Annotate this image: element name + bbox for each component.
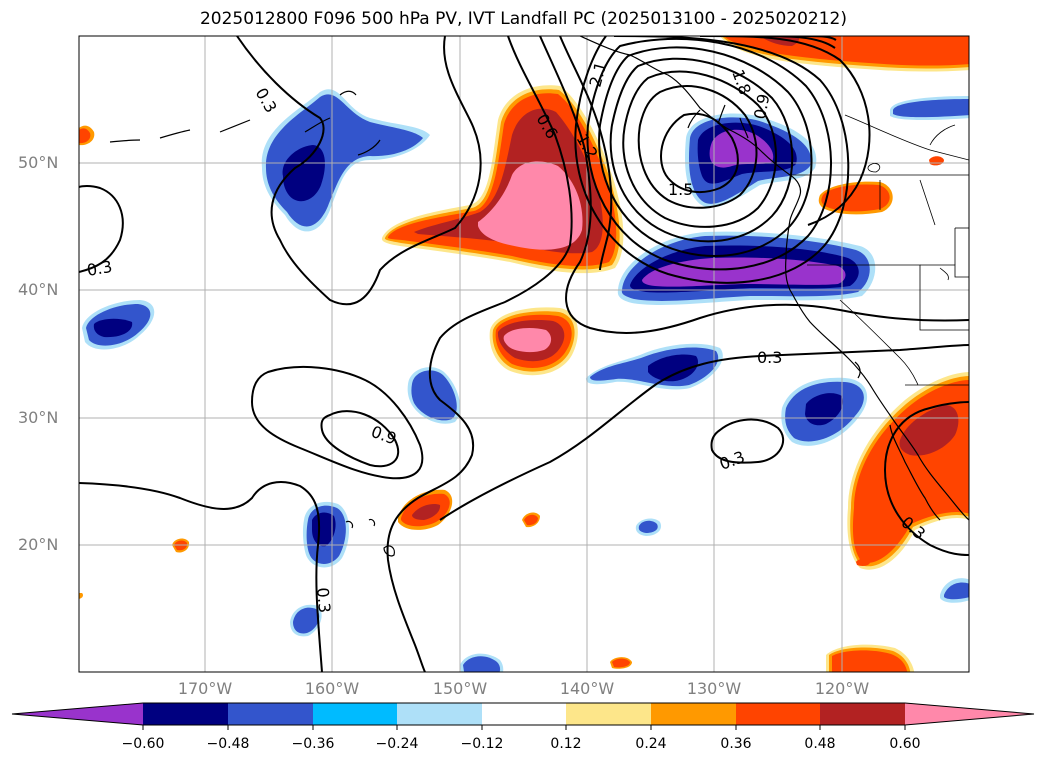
latitude-label: 30°N xyxy=(18,408,59,427)
gridlines xyxy=(79,36,969,672)
colorbar-segment xyxy=(397,703,482,725)
colorbar-tick-label: −0.36 xyxy=(291,736,335,752)
longitude-label: 160°W xyxy=(304,679,360,698)
contour-label: 0.3 xyxy=(757,348,782,367)
colorbar-tick-label: −0.12 xyxy=(460,736,504,752)
colorbar-tick-label: −0.24 xyxy=(375,736,419,752)
longitude-label: 120°W xyxy=(814,679,870,698)
latitude-label: 40°N xyxy=(18,280,59,299)
colorbar-segment xyxy=(651,703,736,725)
state-borders xyxy=(790,114,969,386)
latitude-label: 50°N xyxy=(18,153,59,172)
colorbar-extend-max xyxy=(905,703,1034,725)
colorbar-segment xyxy=(482,703,566,725)
map-title: 2025012800 F096 500 hPa PV, IVT Landfall… xyxy=(199,9,847,29)
contour-label: 1.5 xyxy=(668,180,693,199)
colorbar-extend-min xyxy=(12,703,143,725)
colorbar-tick-label: 0.12 xyxy=(550,736,582,752)
colorbar-segment xyxy=(566,703,651,725)
contour-label: 0.3 xyxy=(313,587,334,614)
positive-anomaly-shading xyxy=(79,36,969,672)
negative-anomaly-shading xyxy=(82,89,969,672)
contour-label: 0.3 xyxy=(717,447,747,474)
colorbar-segment xyxy=(820,703,905,725)
contour-label: 0.3 xyxy=(85,257,113,280)
colorbar-tick-label: 0.60 xyxy=(889,736,921,752)
coastlines xyxy=(109,36,969,557)
colorbar-segment xyxy=(313,703,397,725)
colorbar-segment xyxy=(228,703,313,725)
ivt-contours xyxy=(79,36,969,672)
longitude-label: 150°W xyxy=(432,679,488,698)
colorbar-tick-label: 0.24 xyxy=(635,736,667,752)
contour-label: 0.3 xyxy=(252,85,281,117)
colorbar xyxy=(11,702,1035,730)
longitude-label: 170°W xyxy=(177,679,233,698)
longitude-label: 130°W xyxy=(686,679,742,698)
contour-label: 0.9 xyxy=(750,92,773,120)
map-frame xyxy=(78,35,970,673)
colorbar-tick-label: 0.36 xyxy=(720,736,752,752)
latitude-label: 20°N xyxy=(18,535,59,554)
contour-label: 1.8 xyxy=(728,67,755,97)
map-panel: 0.3 0.3 0.6 1.2 2.1 1.8 0.9 1.5 0.3 0.9 … xyxy=(79,36,969,672)
longitude-label: 140°W xyxy=(559,679,615,698)
colorbar-tick-label: −0.60 xyxy=(121,736,165,752)
contour-label: 2.1 xyxy=(586,60,611,90)
colorbar-segment xyxy=(736,703,820,725)
contour-label: 0.9 xyxy=(369,422,399,449)
colorbar-segment xyxy=(143,703,228,725)
colorbar-tick-label: 0.48 xyxy=(804,736,836,752)
colorbar-tick-label: −0.48 xyxy=(206,736,250,752)
